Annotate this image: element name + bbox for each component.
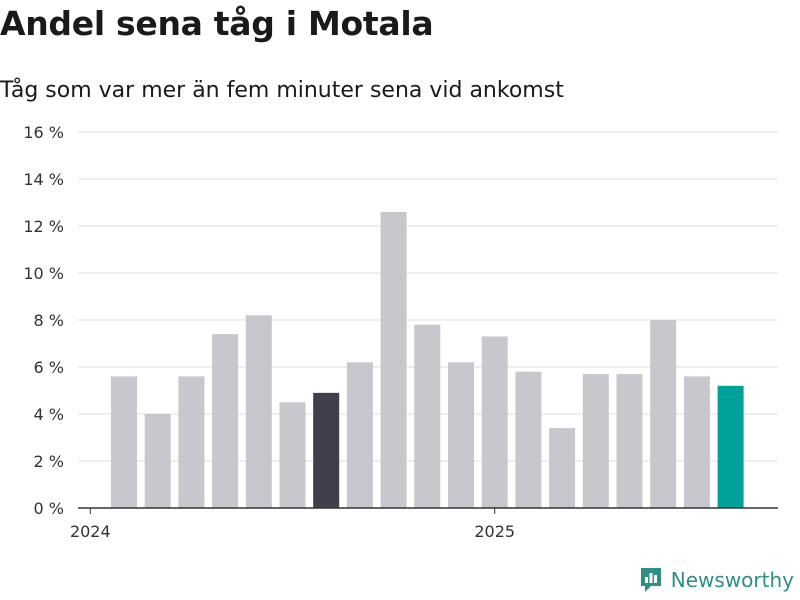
x-tick-label: 2024: [70, 522, 111, 541]
bar-2024-09: [346, 362, 373, 508]
brand-logo: Newsworthy: [639, 566, 794, 594]
bar-2024-02: [111, 376, 137, 508]
bar-2025-05: [616, 374, 643, 508]
y-tick-label: 10 %: [23, 264, 64, 283]
bar-2024-11: [414, 324, 441, 508]
x-axis: 2024 2025: [70, 507, 778, 541]
x-tick-label: 2025: [474, 522, 515, 541]
bar-2025-03: [549, 428, 576, 508]
bar-2024-05: [212, 334, 239, 508]
chart-title: Andel sena tåg i Motala: [0, 4, 434, 43]
y-tick-label: 2 %: [34, 452, 64, 471]
bar-2024-04: [178, 376, 205, 508]
bar-2025-06: [650, 320, 677, 508]
y-tick-label: 12 %: [23, 217, 64, 236]
bar-2024-07: [279, 402, 306, 508]
bar-2024-12: [448, 362, 474, 508]
bars: [111, 211, 744, 508]
bar-2025-08: [717, 385, 744, 508]
y-axis-labels: 0 % 2 % 4 % 6 % 8 % 10 % 12 % 14 % 16 %: [23, 123, 64, 518]
y-tick-label: 6 %: [34, 358, 64, 377]
chart-subtitle: Tåg som var mer än fem minuter sena vid …: [0, 78, 564, 103]
y-tick-label: 14 %: [23, 170, 64, 189]
y-tick-label: 16 %: [23, 123, 64, 142]
bar-2025-07: [683, 376, 710, 508]
y-tick-label: 4 %: [34, 405, 64, 424]
bar-2024-10: [380, 211, 407, 508]
newsworthy-logo-icon: [640, 568, 661, 592]
bar-2024-08: [313, 392, 340, 508]
bar-2025-02: [515, 371, 542, 508]
brand-name: Newsworthy: [670, 568, 794, 592]
bar-2025-04: [582, 374, 609, 508]
y-tick-label: 8 %: [34, 311, 64, 330]
bar-2024-03: [144, 414, 171, 508]
bar-2025-01: [481, 336, 508, 508]
bar-2024-06: [245, 315, 272, 508]
y-tick-label: 0 %: [34, 499, 64, 518]
